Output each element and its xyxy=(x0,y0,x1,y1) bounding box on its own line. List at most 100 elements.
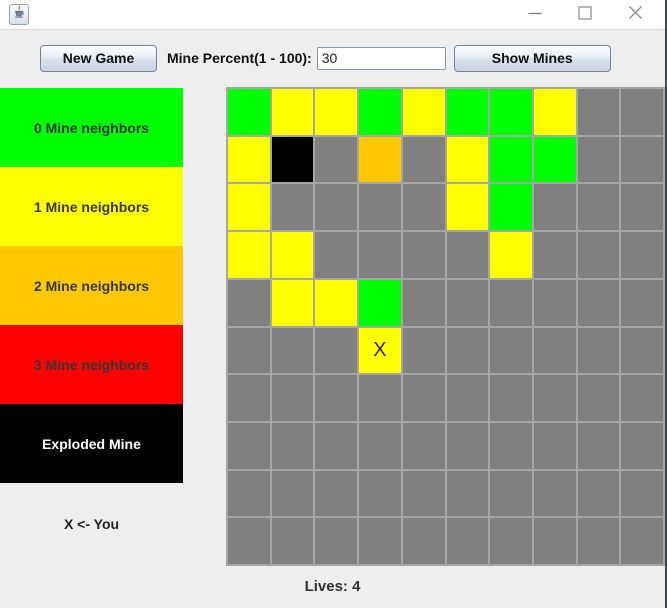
board-cell[interactable] xyxy=(577,136,620,183)
board-cell[interactable] xyxy=(533,279,576,326)
board-cell[interactable] xyxy=(490,518,532,564)
board-cell[interactable] xyxy=(446,375,489,421)
board-cell[interactable] xyxy=(402,518,445,564)
board-cell[interactable] xyxy=(228,518,270,564)
board-cell[interactable] xyxy=(490,184,532,231)
board-cell[interactable] xyxy=(402,279,445,326)
board-cell[interactable] xyxy=(533,375,576,421)
board-cell[interactable] xyxy=(577,422,620,469)
board-cell[interactable] xyxy=(446,422,489,469)
board-cell[interactable] xyxy=(490,136,532,183)
board-cell[interactable] xyxy=(577,184,620,231)
board-cell[interactable] xyxy=(228,375,270,421)
board-cell[interactable] xyxy=(621,279,663,326)
board-cell[interactable] xyxy=(577,327,620,374)
board-cell[interactable] xyxy=(533,232,576,278)
board-cell[interactable] xyxy=(228,232,270,278)
board-cell[interactable] xyxy=(446,470,489,517)
board-cell[interactable] xyxy=(359,279,401,326)
board-cell[interactable] xyxy=(446,89,489,135)
board-cell[interactable] xyxy=(359,184,401,231)
board-cell[interactable] xyxy=(228,279,270,326)
board-cell[interactable] xyxy=(621,327,663,374)
board-cell[interactable] xyxy=(359,422,401,469)
board-cell[interactable]: X xyxy=(359,327,401,374)
board-cell[interactable] xyxy=(533,327,576,374)
board-cell[interactable] xyxy=(228,89,270,135)
board-cell[interactable] xyxy=(359,136,401,183)
board-cell[interactable] xyxy=(577,232,620,278)
board-cell[interactable] xyxy=(271,136,314,183)
board-cell[interactable] xyxy=(621,470,663,517)
board-cell[interactable] xyxy=(490,89,532,135)
board-cell[interactable] xyxy=(315,470,358,517)
board-cell[interactable] xyxy=(577,470,620,517)
board-cell[interactable] xyxy=(621,89,663,135)
board-cell[interactable] xyxy=(446,184,489,231)
board-cell[interactable] xyxy=(402,136,445,183)
board-cell[interactable] xyxy=(490,327,532,374)
board-cell[interactable] xyxy=(271,422,314,469)
maximize-button[interactable] xyxy=(560,0,610,30)
board-cell[interactable] xyxy=(533,518,576,564)
board-cell[interactable] xyxy=(228,327,270,374)
board-cell[interactable] xyxy=(402,89,445,135)
board-cell[interactable] xyxy=(446,327,489,374)
board-cell[interactable] xyxy=(315,327,358,374)
board-cell[interactable] xyxy=(402,232,445,278)
board-cell[interactable] xyxy=(490,470,532,517)
board-cell[interactable] xyxy=(271,184,314,231)
board-cell[interactable] xyxy=(446,279,489,326)
board-cell[interactable] xyxy=(446,136,489,183)
board-cell[interactable] xyxy=(315,422,358,469)
show-mines-button[interactable]: Show Mines xyxy=(453,44,611,72)
board-cell[interactable] xyxy=(621,422,663,469)
close-button[interactable] xyxy=(610,0,660,30)
board-cell[interactable] xyxy=(446,518,489,564)
board-cell[interactable] xyxy=(271,232,314,278)
board-cell[interactable] xyxy=(490,375,532,421)
board-cell[interactable] xyxy=(621,184,663,231)
board-cell[interactable] xyxy=(359,375,401,421)
board-cell[interactable] xyxy=(271,518,314,564)
mine-percent-input[interactable] xyxy=(316,46,446,70)
board-cell[interactable] xyxy=(315,89,358,135)
board-cell[interactable] xyxy=(315,232,358,278)
board-cell[interactable] xyxy=(402,470,445,517)
board-cell[interactable] xyxy=(621,375,663,421)
board-cell[interactable] xyxy=(271,470,314,517)
board-cell[interactable] xyxy=(271,89,314,135)
board-cell[interactable] xyxy=(446,232,489,278)
board-cell[interactable] xyxy=(577,89,620,135)
board-cell[interactable] xyxy=(533,136,576,183)
board-cell[interactable] xyxy=(533,184,576,231)
board-cell[interactable] xyxy=(577,279,620,326)
board-cell[interactable] xyxy=(621,136,663,183)
board-cell[interactable] xyxy=(271,375,314,421)
board-cell[interactable] xyxy=(577,518,620,564)
board-cell[interactable] xyxy=(402,184,445,231)
board-cell[interactable] xyxy=(490,279,532,326)
board-cell[interactable] xyxy=(315,375,358,421)
board-cell[interactable] xyxy=(490,422,532,469)
title-bar[interactable] xyxy=(0,0,665,30)
board-cell[interactable] xyxy=(621,232,663,278)
board-cell[interactable] xyxy=(577,375,620,421)
board-cell[interactable] xyxy=(402,422,445,469)
board-cell[interactable] xyxy=(490,232,532,278)
board-cell[interactable] xyxy=(359,232,401,278)
board-cell[interactable] xyxy=(315,184,358,231)
board-cell[interactable] xyxy=(315,136,358,183)
board-cell[interactable] xyxy=(228,422,270,469)
board-cell[interactable] xyxy=(533,470,576,517)
board-cell[interactable] xyxy=(533,422,576,469)
board-cell[interactable] xyxy=(271,327,314,374)
new-game-button[interactable]: New Game xyxy=(40,44,157,72)
board-cell[interactable] xyxy=(402,375,445,421)
board-cell[interactable] xyxy=(228,136,270,183)
board-cell[interactable] xyxy=(228,184,270,231)
board-cell[interactable] xyxy=(359,518,401,564)
app-menu-button[interactable] xyxy=(9,4,29,25)
board-cell[interactable] xyxy=(315,279,358,326)
board-cell[interactable] xyxy=(271,279,314,326)
